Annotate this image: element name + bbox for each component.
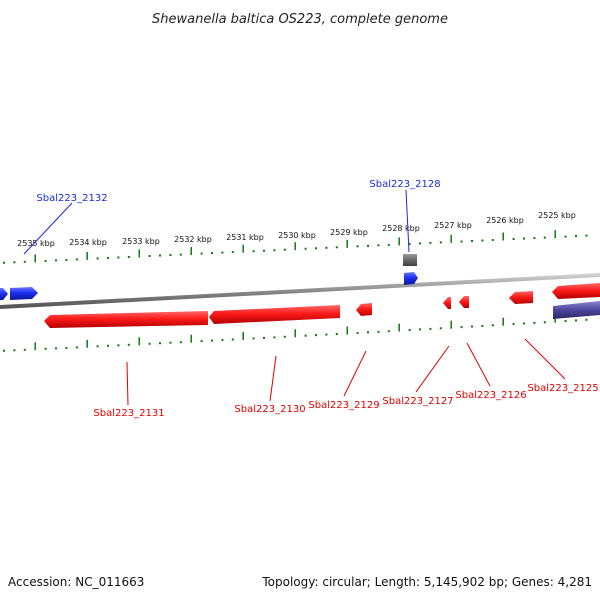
label-sbal223-2126: Sbal223_2126: [455, 390, 526, 401]
label-sbal223-2129: Sbal223_2129: [308, 400, 379, 411]
gene-arrow-sbal223-2130: [209, 305, 340, 324]
leader-sbal223-2128: [405, 189, 410, 253]
gene-labels: Sbal223_2132 Sbal223_2128 Sbal223_2131 S…: [36, 179, 598, 419]
accession-text: Accession: NC_011663: [8, 575, 144, 589]
genome-backbone: [0, 273, 600, 309]
topology-summary: Topology: circular; Length: 5,145,902 bp…: [261, 575, 592, 589]
scale-label-2535: 2535 kbp: [17, 239, 55, 248]
outer-tick-ring: [3, 230, 588, 264]
gene-arrow-sbal223-2132: [10, 287, 38, 300]
gene-box-grey-feature: [403, 254, 417, 266]
gene-arrow-sbal223-2127: [443, 297, 451, 309]
leader-sbal223-2125: [524, 338, 566, 380]
scale-label-2532: 2532 kbp: [174, 235, 212, 244]
scale-label-2529: 2529 kbp: [330, 228, 368, 237]
leader-sbal223-2131: [126, 361, 129, 406]
scale-label-2528: 2528 kbp: [382, 224, 420, 233]
leader-sbal223-2129: [343, 350, 367, 397]
leader-sbal223-2127: [415, 345, 450, 393]
leader-sbal223-2130: [269, 355, 277, 402]
label-sbal223-2131: Sbal223_2131: [93, 408, 164, 419]
gene-arrow-sbal223-2128: [404, 272, 418, 285]
label-leaders: [23, 189, 566, 406]
scale-label-2530: 2530 kbp: [278, 231, 316, 240]
scale-labels: 2535 kbp 2534 kbp 2533 kbp 2532 kbp 2531…: [17, 211, 576, 248]
map-title: Shewanella baltica OS223, complete genom…: [152, 12, 448, 27]
reverse-genes: [44, 283, 600, 328]
gene-arrow-reverse-edge: [552, 283, 600, 299]
scale-label-2525: 2525 kbp: [538, 211, 576, 220]
gene-arrow-sbal223-2131: [44, 311, 208, 328]
label-sbal223-2130: Sbal223_2130: [234, 404, 305, 415]
feature-purple-edge: [553, 301, 600, 319]
scale-label-2527: 2527 kbp: [434, 221, 472, 230]
gene-arrow-sbal223-2129: [356, 303, 372, 316]
scale-label-2534: 2534 kbp: [69, 238, 107, 247]
leader-sbal223-2132: [23, 202, 73, 255]
gene-arrow-sbal223-2125: [509, 291, 533, 304]
label-sbal223-2128: Sbal223_2128: [369, 179, 440, 190]
label-sbal223-2127: Sbal223_2127: [382, 396, 453, 407]
scale-label-2526: 2526 kbp: [486, 216, 524, 225]
inner-tick-ring: [3, 314, 588, 352]
gene-arrow-forward-a: [0, 288, 8, 300]
label-sbal223-2132: Sbal223_2132: [36, 193, 107, 204]
scale-label-2531: 2531 kbp: [226, 233, 264, 242]
gene-arrow-sbal223-2126: [459, 296, 469, 308]
label-sbal223-2125: Sbal223_2125: [527, 383, 598, 394]
forward-genes: [0, 254, 418, 300]
scale-label-2533: 2533 kbp: [122, 237, 160, 246]
leader-sbal223-2126: [466, 342, 491, 387]
